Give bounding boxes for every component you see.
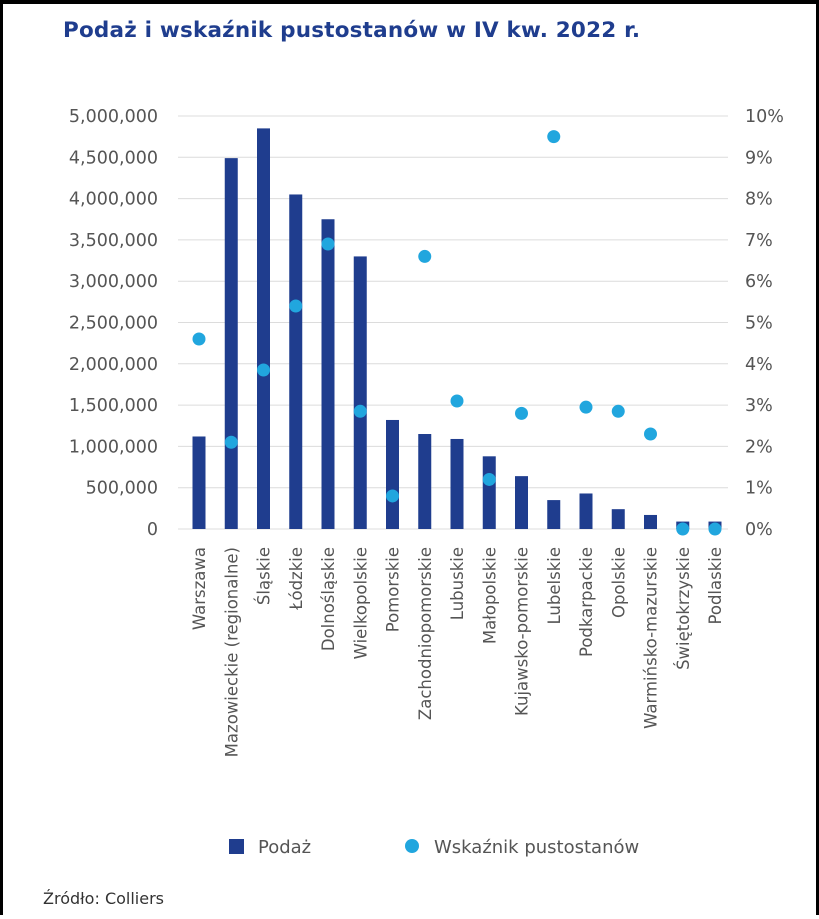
vacancy-dot <box>450 394 464 408</box>
category-label: Warszawa <box>190 547 209 630</box>
legend: Podaż Wskaźnik pustostanów <box>229 837 639 858</box>
category-label: Mazowieckie (regionalne) <box>222 547 241 757</box>
y-left-tick-label: 2,000,000 <box>69 355 158 375</box>
bar <box>579 493 593 529</box>
legend-bar-swatch <box>229 839 244 854</box>
vacancy-dot <box>289 299 303 313</box>
bar <box>482 456 496 529</box>
category-label: Śląskie <box>255 547 274 605</box>
bar <box>353 256 367 529</box>
category-label: Świętokrzyskie <box>674 547 693 670</box>
legend-dot-swatch <box>405 839 419 853</box>
vacancy-dot <box>579 400 593 414</box>
y-right-tick-label: 4% <box>745 355 773 375</box>
vacancy-dot <box>192 332 206 346</box>
y-right-tick-label: 6% <box>745 272 773 292</box>
category-label: Zachodniopomorskie <box>416 547 435 720</box>
y-left-tick-label: 1,000,000 <box>69 437 158 457</box>
vacancy-dot <box>708 522 722 536</box>
bar <box>321 219 335 529</box>
category-label: Lubuskie <box>448 547 467 620</box>
y-left-tick-label: 2,500,000 <box>69 314 158 334</box>
y-left-tick-label: 500,000 <box>86 479 158 499</box>
chart-title: Podaż i wskaźnik pustostanów w IV kw. 20… <box>63 18 641 43</box>
bar <box>257 128 270 529</box>
bar <box>289 194 303 529</box>
source-note: Źródło: Colliers <box>43 889 164 908</box>
y-left-tick-label: 0 <box>147 520 158 540</box>
vacancy-dot <box>386 489 399 503</box>
y-right-tick-label: 7% <box>745 231 773 251</box>
y-axis-right: 0% 1% 2% 3% 4% 5% 6% 7% 8% 9% 10% <box>745 107 784 540</box>
vacancy-dot <box>611 404 625 418</box>
category-label: Warmińsko-mazurskie <box>642 547 661 729</box>
y-right-tick-label: 10% <box>745 107 784 127</box>
vacancy-dot <box>418 249 432 263</box>
vacancy-dot <box>224 435 238 449</box>
vacancy-dot <box>257 363 270 377</box>
category-label: Łódzkie <box>287 547 306 611</box>
bar <box>644 514 657 529</box>
bar <box>515 476 528 529</box>
bar <box>224 158 238 529</box>
y-left-tick-label: 4,000,000 <box>69 190 158 210</box>
category-label: Wielkopolskie <box>351 547 370 659</box>
y-left-tick-label: 4,500,000 <box>69 148 158 168</box>
y-right-tick-label: 1% <box>745 479 773 499</box>
y-right-tick-label: 2% <box>745 437 773 457</box>
bar <box>418 434 432 529</box>
bar <box>611 509 625 529</box>
y-right-tick-label: 0% <box>745 520 773 540</box>
legend-dot-label: Wskaźnik pustostanów <box>434 837 639 858</box>
bar <box>192 436 206 529</box>
y-right-tick-label: 9% <box>745 148 773 168</box>
bar-series-podaz <box>192 128 722 529</box>
y-right-tick-label: 8% <box>745 190 773 210</box>
y-left-tick-label: 3,500,000 <box>69 231 158 251</box>
x-axis-labels: Warszawa Mazowieckie (regionalne) Śląskie Ł… <box>190 547 725 757</box>
vacancy-dot <box>676 522 690 536</box>
vacancy-dot <box>515 406 528 420</box>
y-right-tick-label: 3% <box>745 396 773 416</box>
y-right-tick-label: 5% <box>745 314 773 334</box>
category-label: Pomorskie <box>384 547 403 632</box>
category-label: Dolnośląskie <box>319 547 338 651</box>
chart-svg: 0 500,000 1,000,000 1,500,000 2,000,000 2,500… <box>69 107 784 858</box>
legend-bar-label: Podaż <box>258 837 311 858</box>
y-left-tick-label: 1,500,000 <box>69 396 158 416</box>
y-left-tick-label: 3,000,000 <box>69 272 158 292</box>
category-label: Opolskie <box>609 547 628 618</box>
bar <box>386 419 399 529</box>
dot-series-wskaznik <box>192 130 722 536</box>
bar <box>450 438 464 529</box>
bar <box>547 500 561 529</box>
category-label: Kujawsko-pomorskie <box>513 547 532 716</box>
category-label: Małopolskie <box>480 547 499 644</box>
vacancy-dot <box>482 472 496 486</box>
category-label: Podlaskie <box>706 547 725 625</box>
category-label: Podkarpackie <box>577 547 596 657</box>
category-label: Lubelskie <box>545 547 564 624</box>
y-left-tick-label: 5,000,000 <box>69 107 158 127</box>
vacancy-dot <box>644 427 657 441</box>
vacancy-dot <box>321 237 335 251</box>
vacancy-dot <box>353 404 367 418</box>
y-axis-left: 0 500,000 1,000,000 1,500,000 2,000,000 2,500… <box>69 107 158 540</box>
vacancy-dot <box>547 130 561 144</box>
